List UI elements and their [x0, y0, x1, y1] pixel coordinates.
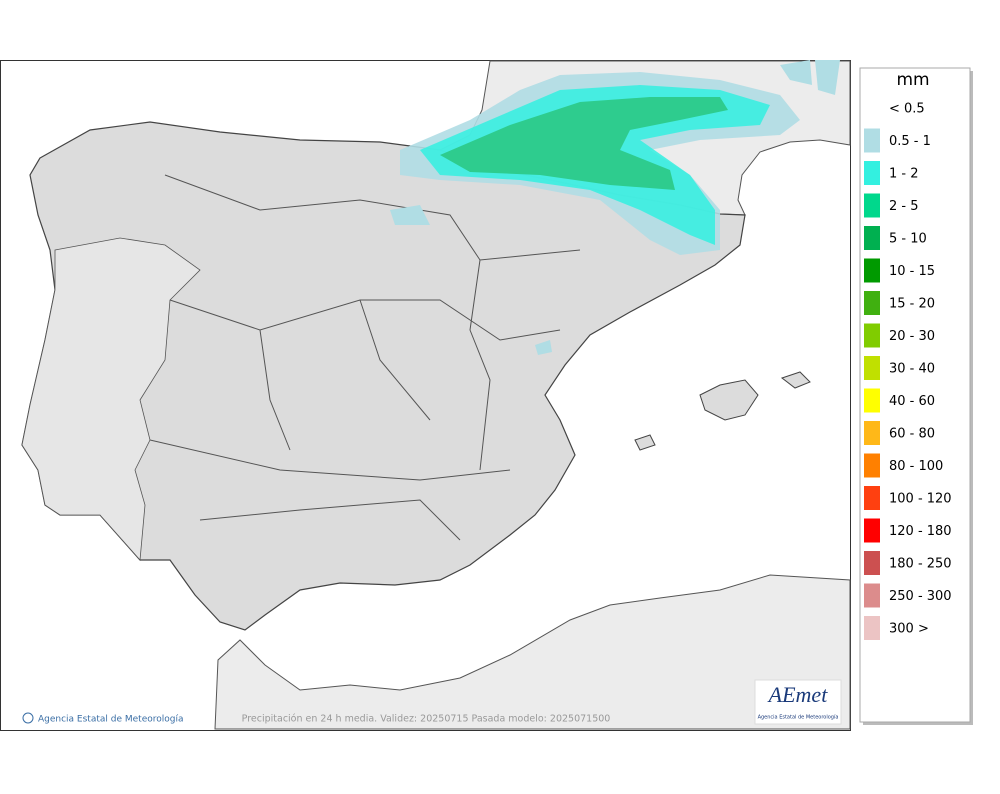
- legend-label: 120 - 180: [889, 524, 952, 539]
- legend-label: 0.5 - 1: [889, 134, 931, 149]
- logo-box: [754, 679, 842, 725]
- legend-swatch: [864, 258, 880, 283]
- logo-subtitle: Agencia Estatal de Meteorología: [758, 714, 839, 721]
- legend-swatch: [864, 453, 880, 478]
- legend-swatch: [864, 421, 880, 445]
- africa-land: [214, 574, 851, 730]
- legend-swatch: [864, 226, 880, 250]
- legend-label: 80 - 100: [889, 459, 943, 474]
- legend-swatch: [864, 291, 880, 315]
- legend-label: 10 - 15: [889, 264, 935, 279]
- legend-swatch: [864, 193, 880, 218]
- legend-swatch: [864, 486, 880, 510]
- legend-label: 250 - 300: [889, 589, 952, 604]
- legend-swatch: [864, 616, 880, 640]
- legend-swatch: [864, 128, 880, 153]
- legend-swatch: [864, 323, 880, 348]
- mallorca: [699, 379, 759, 421]
- legend-label: 300 >: [889, 622, 929, 637]
- legend-label: 1 - 2: [889, 167, 919, 182]
- caption: Precipitación en 24 h media. Validez: 20…: [242, 714, 611, 725]
- legend-label: 15 - 20: [889, 297, 935, 312]
- ibiza: [634, 434, 656, 451]
- copyright-icon: [22, 712, 34, 724]
- legend-label: 40 - 60: [889, 394, 935, 409]
- legend-swatch: [864, 161, 880, 185]
- legend-label: 20 - 30: [889, 329, 935, 344]
- legend-label: 30 - 40: [889, 362, 935, 377]
- legend-swatch: [864, 388, 880, 413]
- legend-label: 100 - 120: [889, 492, 952, 507]
- logo: AEmet: [767, 682, 829, 707]
- legend-items: < 0.5 0.5 - 1 1 - 2 2 - 5 5 - 10 10 - 15 15 - …: [864, 102, 952, 640]
- rain-area-heavy: [440, 97, 728, 190]
- credit: Agencia Estatal de Meteorología: [38, 715, 184, 725]
- legend-label: 180 - 250: [889, 557, 952, 572]
- legend-label: 60 - 80: [889, 427, 935, 442]
- legend-swatch: [864, 356, 880, 380]
- menorca: [780, 371, 811, 389]
- legend-label: 2 - 5: [889, 199, 919, 214]
- legend-swatch: [864, 551, 880, 575]
- portugal-land: [21, 237, 201, 561]
- legend-label: < 0.5: [889, 102, 925, 117]
- legend-swatch: [864, 583, 880, 608]
- legend-swatch: [864, 518, 880, 543]
- legend-label: 5 - 10: [889, 232, 927, 247]
- legend-unit: mm: [896, 70, 929, 90]
